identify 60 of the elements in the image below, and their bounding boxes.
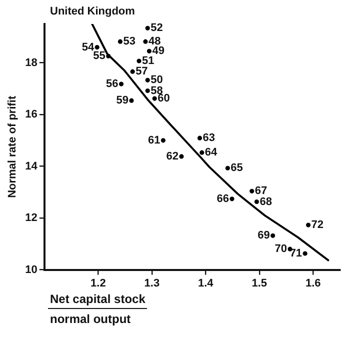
- point: [130, 69, 135, 74]
- x-tick-label: 1.5: [252, 277, 268, 290]
- annotation: 66: [216, 192, 229, 205]
- annotation: 56: [106, 78, 118, 90]
- annotation: 62: [166, 150, 178, 163]
- point: [302, 251, 308, 256]
- x-tick-label: 1.3: [144, 277, 160, 290]
- annotation: 59: [116, 94, 128, 107]
- annotation: 63: [202, 132, 215, 144]
- annotation: 61: [148, 134, 160, 146]
- annotation: 60: [158, 92, 170, 105]
- point: [270, 233, 276, 238]
- x-tick-label: 1.6: [305, 277, 321, 290]
- annotation: 70: [274, 243, 288, 256]
- annotation: 51: [142, 55, 154, 68]
- annotation: 64: [204, 146, 218, 159]
- point: [129, 98, 134, 103]
- point: [145, 88, 150, 94]
- annotation: 69: [258, 230, 270, 242]
- x-tick-label: 1.2: [90, 277, 106, 290]
- point: [160, 138, 166, 143]
- annotation: 54: [82, 41, 95, 54]
- point: [197, 136, 202, 140]
- point: [230, 196, 234, 202]
- point: [118, 82, 124, 86]
- annotation: 65: [230, 162, 243, 174]
- annotation: 71: [290, 248, 302, 260]
- point: [254, 199, 260, 204]
- point: [145, 78, 150, 82]
- chart-title: United Kingdom: [50, 6, 136, 18]
- point: [152, 96, 157, 101]
- annotation: 49: [152, 45, 164, 58]
- point: [136, 58, 142, 64]
- annotation: 53: [123, 36, 136, 48]
- annotation: 50: [150, 74, 163, 86]
- annotation: 72: [311, 219, 324, 232]
- annotation: 52: [150, 22, 163, 34]
- annotation: 55: [93, 50, 106, 62]
- y-tick-label: 12: [25, 212, 38, 224]
- annotation: 67: [254, 185, 268, 198]
- point: [106, 54, 111, 58]
- annotation: 68: [260, 196, 272, 208]
- annotation: 57: [136, 66, 148, 78]
- point: [94, 44, 100, 50]
- x-axis-title: Net capital stock normal output: [49, 292, 146, 326]
- point: [306, 222, 311, 228]
- y-tick-label: 14: [25, 160, 38, 172]
- point: [179, 154, 184, 159]
- point: [146, 48, 152, 54]
- point: [145, 26, 150, 30]
- x-tick-label: 1.4: [198, 277, 214, 290]
- y-tick-label: 10: [25, 264, 38, 276]
- y-tick-label: 18: [25, 56, 38, 69]
- point: [200, 150, 204, 155]
- point: [250, 188, 254, 194]
- y-axis-title: Normal rate of prifit: [6, 96, 19, 198]
- point: [118, 39, 123, 44]
- point: [225, 166, 230, 170]
- y-tick-label: 16: [25, 108, 38, 121]
- point: [143, 39, 148, 44]
